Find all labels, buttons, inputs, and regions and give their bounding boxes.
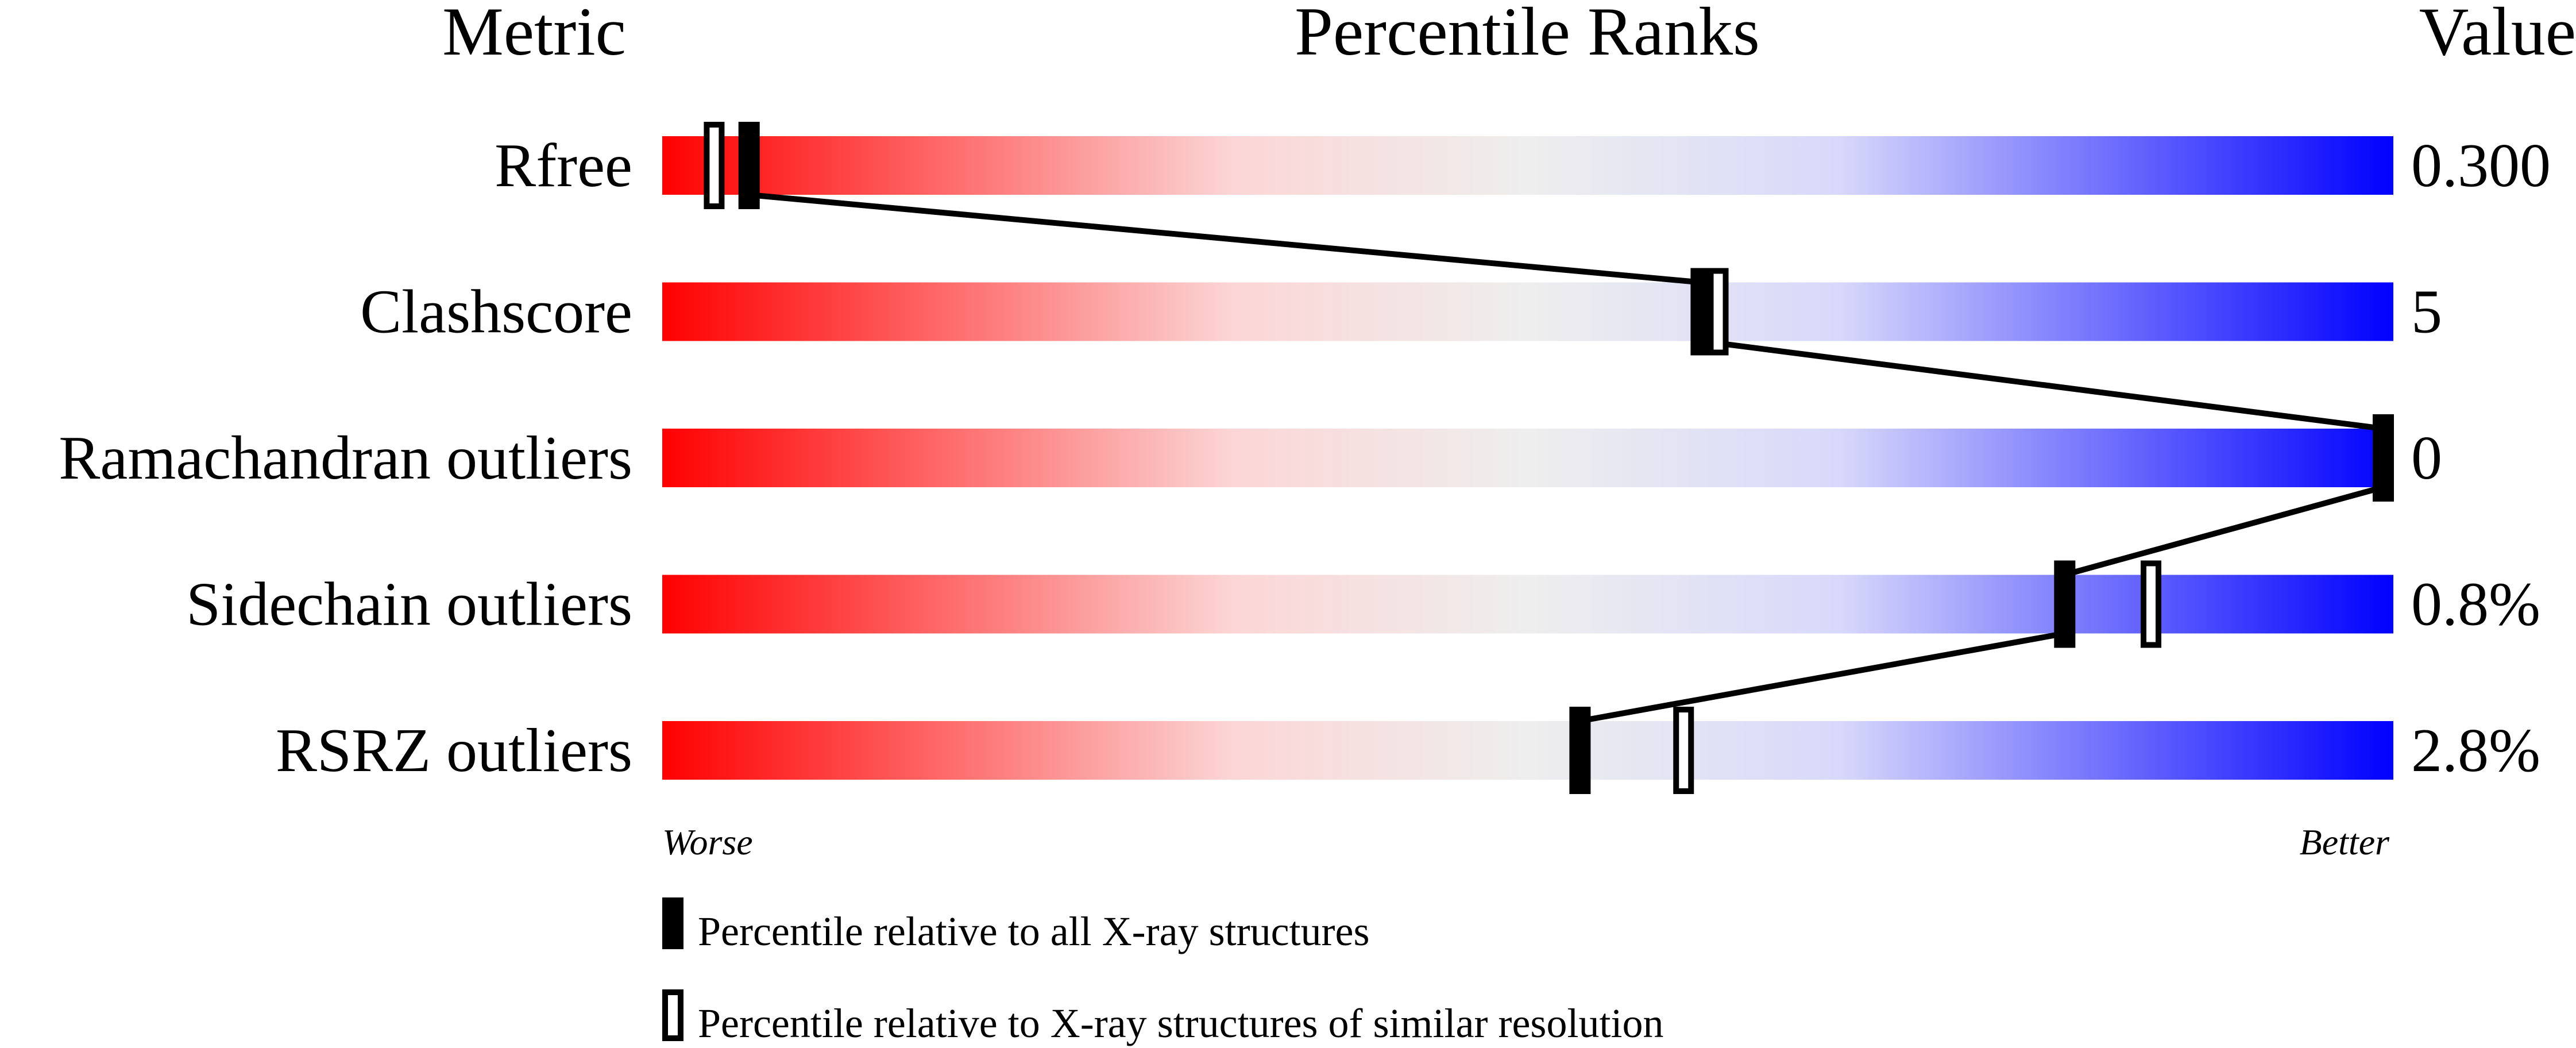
legend-open-label: Percentile relative to X-ray structures … [698, 1000, 1663, 1046]
marker-similar-resolution [1673, 707, 1694, 794]
legend-open-marker [662, 989, 683, 1041]
connector-line [1700, 338, 2384, 431]
metric-label: Rfree [495, 132, 632, 200]
metric-label: Sidechain outliers [186, 571, 632, 639]
axis-better-label: Better [2300, 822, 2390, 862]
marker-all-structures [2373, 414, 2394, 502]
metric-value: 0.8% [2411, 571, 2540, 639]
metric-value: 2.8% [2411, 716, 2540, 785]
marker-similar-resolution [2141, 560, 2162, 648]
connector-line [1579, 630, 2065, 724]
legend-filled-marker [662, 897, 683, 949]
marker-similar-resolution [1708, 268, 1729, 356]
marker-all-structures [738, 122, 760, 209]
marker-all-structures [1690, 268, 1712, 356]
percentile-bar [662, 282, 2393, 341]
metric-value: 0.300 [2411, 132, 2551, 200]
metric-label: Clashscore [360, 278, 632, 346]
header-value: Value [2419, 0, 2576, 70]
metric-label: RSRZ outliers [276, 716, 632, 785]
percentile-bar [662, 136, 2393, 195]
legend-filled-label: Percentile relative to all X-ray structu… [698, 908, 1370, 954]
marker-similar-resolution [704, 122, 725, 209]
axis-worse-label: Worse [662, 822, 753, 862]
connector-line [2064, 484, 2384, 578]
percentile-bar [662, 575, 2393, 634]
percentile-bar [662, 721, 2393, 780]
header-metric: Metric [442, 0, 626, 70]
marker-all-structures [2054, 560, 2076, 648]
header-ranks: Percentile Ranks [1295, 0, 1760, 70]
percentile-bar [662, 429, 2393, 487]
marker-all-structures [1569, 707, 1591, 794]
metric-label: Ramachandran outliers [59, 424, 632, 492]
metric-value: 0 [2411, 424, 2442, 492]
metric-value: 5 [2411, 278, 2442, 346]
connector-line [748, 192, 1701, 286]
